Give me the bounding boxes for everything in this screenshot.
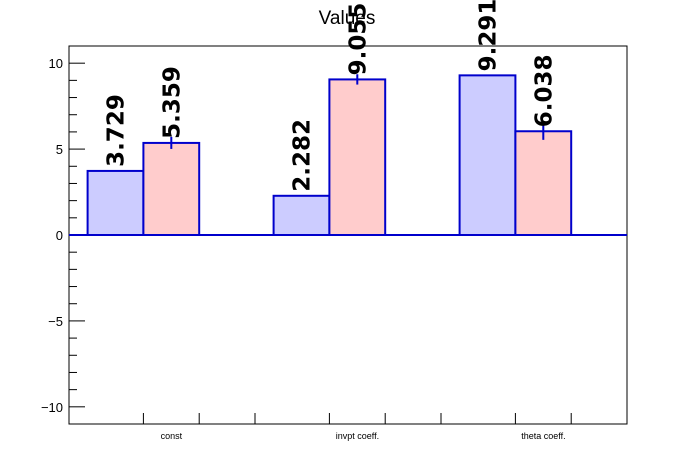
data-label: 5.359	[159, 66, 185, 139]
bar	[328, 78, 387, 236]
bar	[142, 141, 201, 236]
y-tick-label: 10	[49, 56, 63, 71]
bar	[86, 169, 145, 236]
x-category-label: theta coeff.	[521, 431, 565, 441]
error-bars	[170, 74, 545, 149]
bar	[272, 194, 331, 236]
bar	[514, 130, 573, 236]
bar	[458, 74, 517, 236]
data-label: 2.282	[290, 119, 316, 192]
data-label: 9.055	[345, 3, 371, 76]
y-tick-label: −5	[48, 314, 63, 329]
y-tick-label: −10	[41, 400, 63, 415]
x-category-label: invpt coeff.	[336, 431, 379, 441]
data-label: 6.038	[531, 54, 557, 127]
data-labels: 3.729 2.282 9.291 5.359 9.055 6.038	[104, 0, 558, 192]
bars	[86, 74, 573, 236]
x-category-label: const	[161, 431, 183, 441]
chart-title: Values	[319, 8, 376, 29]
x-axis: const invpt coeff. theta coeff.	[68, 413, 628, 441]
data-label: 9.291	[476, 0, 502, 71]
data-label: 3.729	[104, 94, 130, 167]
y-tick-label: 0	[56, 228, 63, 243]
y-tick-label: 5	[56, 142, 63, 157]
y-axis: −10 −5 0 5 10	[41, 45, 85, 425]
